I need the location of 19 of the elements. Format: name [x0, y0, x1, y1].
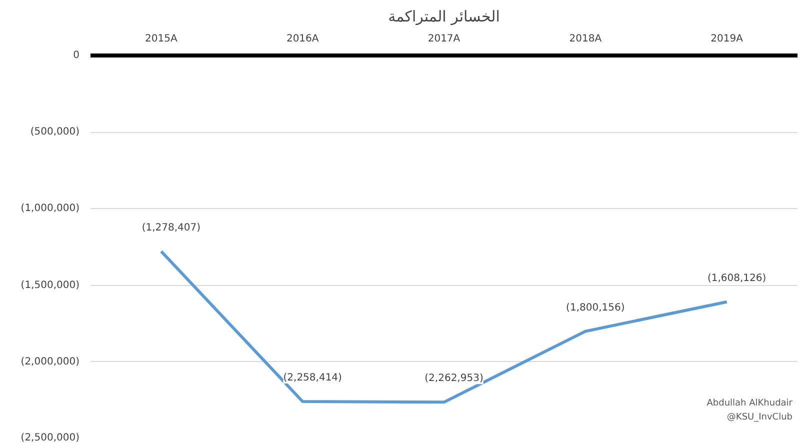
data-label: (2,262,953)	[424, 373, 484, 384]
annotation: Abdullah AlKhudair	[706, 398, 793, 408]
chart-title: الخسائر المتراكمة	[388, 8, 500, 26]
data-label: (1,608,126)	[707, 272, 766, 284]
data-label: (1,800,156)	[566, 302, 625, 314]
x-tick-label: 2015A	[145, 34, 178, 44]
y-tick-label: (1,000,000)	[20, 203, 80, 214]
x-tick-label: 2018A	[569, 34, 602, 44]
x-tick-label: 2016A	[286, 34, 319, 44]
y-tick-label: 0	[73, 50, 80, 61]
data-label: (1,278,407)	[142, 222, 201, 234]
y-tick-label: (2,000,000)	[20, 356, 80, 368]
data-label: (2,258,414)	[283, 372, 342, 384]
x-tick-label: 2019A	[710, 34, 744, 44]
x-tick-label: 2017A	[428, 34, 460, 44]
y-tick-label: (1,500,000)	[20, 280, 80, 291]
y-tick-label: (2,500,000)	[20, 432, 80, 443]
y-tick-label: (500,000)	[30, 126, 80, 138]
annotation: @KSU_InvClub	[726, 412, 793, 422]
